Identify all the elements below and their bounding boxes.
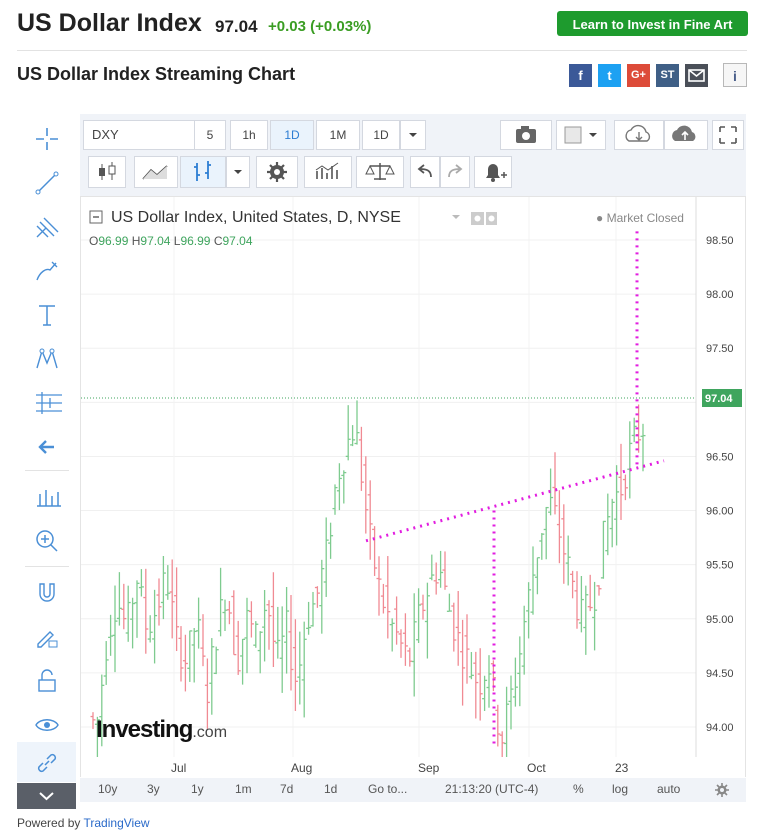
crosshair-tool-icon[interactable] [17,118,76,158]
long-position-tool-icon[interactable] [17,476,76,516]
compare-scale-icon[interactable] [356,156,404,188]
eye-visibility-icon[interactable] [17,704,76,744]
fullscreen-icon[interactable] [712,120,744,150]
y-tick-label: 96.00 [706,506,734,518]
indicators-icon[interactable] [304,156,352,188]
facebook-share-icon[interactable]: f [569,64,592,87]
range-1m-button[interactable]: 1m [235,782,252,796]
chart-toolbar: DXY 5 1h 1D 1M 1D [80,114,746,196]
chart-style-dropdown[interactable] [226,156,250,188]
page-header: US Dollar Index 97.04 +0.03 (+0.03%) Lea… [0,0,762,52]
investing-watermark: Investing.com [96,716,228,743]
log-scale-button[interactable]: log [612,782,629,796]
price-chart[interactable]: 98.5098.0097.5097.0096.5096.0095.5095.00… [81,197,745,757]
learn-invest-button[interactable]: Learn to Invest in Fine Art [557,11,748,36]
zoom-in-icon[interactable] [17,520,76,560]
save-chart-cloud-icon[interactable] [664,120,708,150]
x-tick-label: Jul [171,761,186,775]
time-axis: Jul Aug Sep Oct 23 [80,757,746,777]
load-chart-cloud-icon[interactable] [614,120,664,150]
range-3y-button[interactable]: 3y [147,782,160,796]
settings-gear-icon[interactable] [714,782,730,798]
percent-scale-button[interactable]: % [573,782,584,796]
chart-subtitle: US Dollar Index Streaming Chart [17,64,296,84]
color-picker-button[interactable] [556,120,606,150]
y-tick-label: 96.50 [706,451,734,463]
y-tick-label: 94.50 [706,668,734,680]
lock-drawing-icon[interactable] [17,616,76,656]
x-tick-label: Aug [291,761,312,775]
collapse-legend-icon[interactable] [89,210,103,224]
camera-snapshot-icon[interactable] [500,120,552,150]
y-tick-label: 97.50 [706,343,734,355]
redo-icon[interactable] [440,156,470,188]
range-7d-button[interactable]: 7d [280,782,294,796]
price-change: +0.03 (+0.03%) [268,18,372,35]
pattern-tool-icon[interactable] [17,338,76,378]
measure-tool-icon[interactable] [17,382,76,422]
range-1y-button[interactable]: 1y [191,782,204,796]
auto-scale-button[interactable]: auto [657,782,681,796]
interval-5-button[interactable]: 5 [194,120,226,150]
info-button[interactable]: i [723,63,747,87]
magnet-icon[interactable] [17,572,76,612]
drawing-toolbar [17,110,76,814]
ohlc-readout: O96.99 H97.04 L96.99 C97.04 [89,234,253,248]
range-10y-button[interactable]: 10y [98,782,118,796]
chart-pane[interactable]: 98.5098.0097.5097.0096.5096.0095.5095.00… [80,196,746,758]
link-icon[interactable] [17,742,76,782]
x-tick-label: 23 [615,761,629,775]
ohlc-bars-style-icon[interactable] [180,156,226,188]
tradingview-link[interactable]: TradingView [83,816,150,830]
last-price-tag [702,389,742,408]
email-share-icon[interactable] [685,64,708,87]
stocktwits-share-icon[interactable]: ST [656,64,679,87]
interval-1m-button[interactable]: 1M [316,120,360,150]
y-tick-label: 95.50 [706,560,734,572]
text-tool-icon[interactable] [17,294,76,334]
x-tick-label: Sep [418,761,440,775]
page-title: US Dollar Index [17,9,202,37]
googleplus-share-icon[interactable]: G+ [627,64,650,87]
alert-bell-icon[interactable] [474,156,512,188]
goto-date-button[interactable]: Go to... [368,782,408,796]
market-status: ● Market Closed [596,211,684,225]
trendline-tool-icon[interactable] [17,162,76,202]
toolbar-separator [25,470,69,471]
y-tick-label: 98.50 [706,235,734,247]
brush-tool-icon[interactable] [17,250,76,290]
pitchfork-tool-icon[interactable] [17,206,76,246]
interval-1d-button[interactable]: 1D [270,120,314,150]
undo-icon[interactable] [410,156,440,188]
bottom-toolbar: 10y 3y 1y 1m 7d 1d Go to... 21:13:20 (UT… [80,778,746,802]
last-price: 97.04 [215,17,258,36]
line-style-icon[interactable] [134,156,178,188]
header-divider [17,50,747,51]
interval-selected-button[interactable]: 1D [362,120,400,150]
neckline-drawing [365,459,665,543]
legend-actions-icon[interactable] [449,211,497,227]
bar-style-candles-icon[interactable] [88,156,126,188]
unlock-icon[interactable] [17,660,76,700]
powered-by: Powered by TradingView [17,816,150,830]
settings-gear-icon[interactable] [256,156,298,188]
toolbar-separator [25,566,69,567]
range-1d-button[interactable]: 1d [324,782,338,796]
interval-dropdown-button[interactable] [400,120,426,150]
y-tick-label: 98.00 [706,289,734,301]
clock-readout: 21:13:20 (UTC-4) [445,782,539,796]
y-tick-label: 94.00 [706,722,734,734]
interval-1h-button[interactable]: 1h [230,120,268,150]
legend-title: US Dollar Index, United States, D, NYSE [111,209,401,226]
last-price-label: 97.04 [705,393,733,405]
x-tick-label: Oct [527,761,546,775]
y-tick-label: 95.00 [706,614,734,626]
twitter-share-icon[interactable]: t [598,64,621,87]
toolbar-scroll-down-button[interactable] [17,783,76,809]
hide-toolbar-arrow-icon[interactable] [17,426,76,466]
symbol-search-input[interactable]: DXY [83,120,195,150]
